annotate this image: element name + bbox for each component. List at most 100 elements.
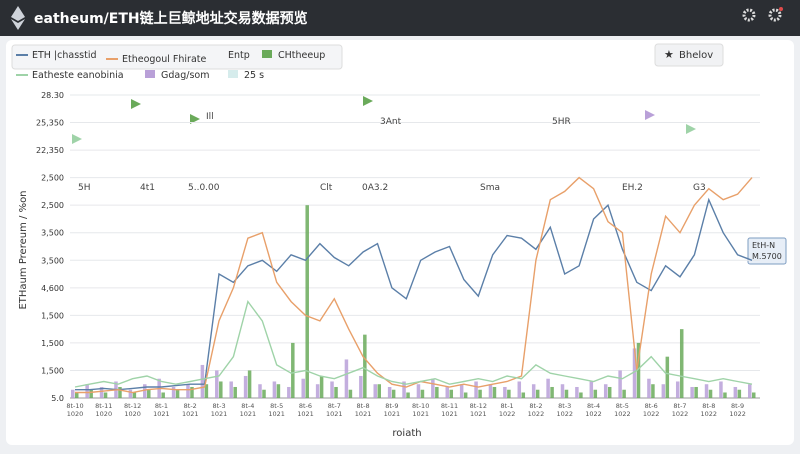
- legend-swatch: [145, 70, 155, 78]
- annotation: 5HR: [552, 117, 571, 127]
- x-tick-label: 8t-2 1022: [528, 402, 545, 418]
- bar: [247, 370, 252, 398]
- legend-label: CHtheeup: [278, 50, 325, 61]
- y-tick-label: 22,350: [36, 146, 64, 155]
- bar: [488, 384, 493, 398]
- x-tick-label-line: 8t-2: [184, 402, 197, 410]
- x-tick-label-line: 1022: [585, 410, 602, 418]
- x-tick-label-line: 1021: [470, 410, 487, 418]
- x-tick-label-line: 8t-4: [587, 402, 600, 410]
- annotation: 0A3.2: [362, 183, 388, 193]
- legend-label: 25 s: [244, 70, 264, 81]
- x-tick-label: 8t-2 1021: [182, 402, 199, 418]
- bar: [258, 384, 262, 398]
- bar: [118, 386, 122, 398]
- y-tick-label: 3,500: [41, 229, 64, 238]
- x-tick-label: 8t-8 1022: [701, 402, 718, 418]
- x-tick-label-line: 8t-9: [385, 402, 398, 410]
- bar: [85, 384, 89, 398]
- bar: [603, 384, 608, 398]
- annotation: G3: [693, 183, 706, 193]
- bar: [704, 384, 709, 398]
- bar: [420, 389, 425, 398]
- bar: [748, 384, 752, 398]
- bar: [564, 389, 569, 398]
- bar: [186, 384, 190, 398]
- bar: [348, 389, 353, 398]
- marker: [686, 124, 696, 134]
- x-tick-label: 8t-9 1021: [384, 402, 401, 418]
- button[interactable]: [654, 43, 724, 67]
- y-tick-label: 5.0: [51, 394, 64, 403]
- x-tick-label: 8t-11 1020: [95, 402, 112, 418]
- x-tick-label-line: 8t-6: [299, 402, 312, 410]
- x-tick-label-line: 1022: [701, 410, 718, 418]
- bar: [89, 389, 93, 398]
- marker: [190, 114, 200, 124]
- x-tick-label-line: 1021: [268, 410, 285, 418]
- x-tick-label: 8t-10 1020: [66, 402, 83, 418]
- bar: [737, 389, 742, 398]
- annotation: 4t1: [140, 183, 155, 193]
- bar: [492, 386, 497, 398]
- bar: [435, 386, 439, 398]
- x-tick-label-line: 1021: [326, 410, 343, 418]
- legend-swatch: [262, 50, 272, 58]
- bar: [171, 386, 176, 398]
- annotation: 5..0.00: [188, 183, 220, 193]
- bar: [71, 389, 75, 398]
- bar: [233, 386, 237, 398]
- x-tick-label: 8t-1 1021: [153, 402, 170, 418]
- x-tick-label-line: 1021: [441, 410, 458, 418]
- bar: [546, 378, 550, 398]
- y-tick-label: 2,500: [41, 174, 64, 183]
- bar: [161, 392, 165, 398]
- bar: [391, 389, 396, 398]
- x-tick-label-line: 1021: [297, 410, 314, 418]
- x-tick-label: 8t-5 1022: [614, 402, 631, 418]
- x-tick-label-line: 1020: [96, 410, 113, 418]
- x-tick-label-line: 8t-10: [412, 402, 429, 410]
- y-axis-label: ETHaum Prereum / %on: [18, 190, 29, 309]
- bar: [622, 389, 626, 398]
- bar: [463, 392, 468, 398]
- x-tick-label-line: 1022: [729, 410, 746, 418]
- y-tick-label: 3,500: [41, 256, 64, 265]
- x-tick-label: 8t-10 1021: [412, 402, 429, 418]
- y-tick-label: 2,500: [41, 201, 64, 210]
- legend-label: Etheogoul Fhirate: [122, 54, 207, 65]
- x-tick-label-line: 1022: [672, 410, 689, 418]
- bar: [535, 389, 540, 398]
- settings-icon[interactable]: [768, 7, 783, 22]
- bar: [593, 389, 598, 398]
- x-tick-label: 8t-12 1020: [124, 402, 141, 418]
- bar: [75, 392, 79, 398]
- bar: [474, 381, 478, 398]
- legend-label: Entp: [228, 50, 250, 61]
- button-label[interactable]: Bhelov: [679, 50, 713, 61]
- bar: [344, 359, 349, 398]
- x-tick-label-line: 8t-1: [155, 402, 168, 410]
- bar: [319, 375, 324, 398]
- bar: [694, 386, 698, 398]
- bar: [416, 384, 421, 398]
- bar: [636, 342, 641, 398]
- bar: [661, 384, 666, 398]
- x-tick-label-line: 8t-3: [558, 402, 571, 410]
- bar: [359, 375, 363, 398]
- bar: [618, 370, 622, 398]
- bar: [204, 384, 209, 398]
- marker: [131, 99, 141, 109]
- y-tick-label: 4,600: [41, 284, 64, 293]
- bar: [363, 334, 367, 398]
- tooltip-text: EtH-N: [752, 241, 775, 250]
- x-tick-label: 8t-12 1021: [470, 402, 487, 418]
- x-tick-label-line: 1022: [556, 410, 573, 418]
- x-tick-label-line: 1021: [240, 410, 257, 418]
- x-tick-label: 8t-5 1021: [268, 402, 285, 418]
- legend-label: Gdag/som: [161, 70, 209, 81]
- bar: [305, 205, 309, 398]
- settings-icon[interactable]: [742, 8, 756, 22]
- legend-swatch: [228, 70, 238, 78]
